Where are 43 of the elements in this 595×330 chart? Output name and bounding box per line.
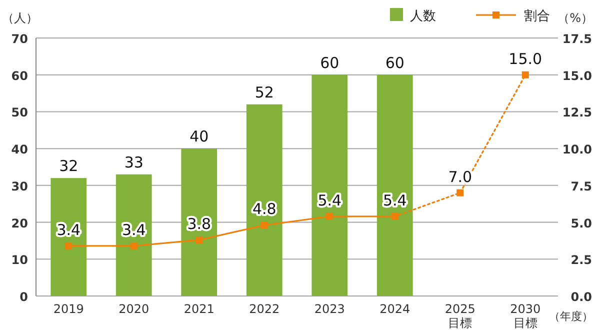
- data-label: 40: [190, 128, 209, 146]
- data-label: 5.4: [318, 191, 342, 210]
- y2-tick-label: 0.0: [570, 290, 592, 304]
- y2-tick-label: 10.0: [562, 142, 592, 157]
- legend-label: 人数: [410, 9, 436, 24]
- data-label: 60: [385, 54, 404, 72]
- data-label: 5.4: [382, 191, 407, 210]
- data-label: 32: [59, 157, 78, 176]
- data-label: 3.8: [187, 214, 212, 233]
- y2-tick-label: 7.5: [570, 179, 592, 194]
- x-tick-label: 2021: [184, 302, 214, 316]
- y-tick-label: 30: [11, 179, 28, 194]
- y-tick-label: 40: [11, 142, 28, 157]
- legend-label: 割合: [524, 9, 550, 24]
- data-label: 15.0: [508, 50, 542, 68]
- y-tick-label: 70: [11, 32, 28, 46]
- y-axis-title: （人）: [2, 11, 38, 25]
- x-tick-label: 2023: [314, 302, 345, 316]
- data-label: 60: [320, 54, 340, 72]
- y2-tick-label: 12.5: [562, 106, 592, 120]
- data-label: 3.4: [122, 220, 146, 239]
- x-tick-label: 2019: [53, 302, 84, 316]
- y2-axis-title: （%）: [558, 11, 593, 25]
- x-axis-title: （年度）: [549, 310, 593, 323]
- y-tick-label: 20: [11, 216, 28, 230]
- y2-tick-label: 2.5: [570, 253, 592, 268]
- x-tick-label: 2030 目標: [510, 302, 541, 330]
- y-tick-label: 50: [11, 106, 28, 120]
- data-label: 4.8: [252, 200, 276, 218]
- y2-tick-label: 17.5: [562, 32, 592, 46]
- y2-tick-label: 15.0: [562, 68, 592, 83]
- x-tick-label: 2022: [249, 302, 280, 316]
- y-tick-label: 60: [11, 68, 28, 83]
- y-tick-label: 10: [11, 253, 28, 268]
- data-label: 3.4: [56, 220, 81, 239]
- x-tick-label: 2020: [118, 302, 150, 316]
- data-label: 33: [124, 153, 144, 172]
- y2-tick-label: 5.0: [570, 216, 592, 230]
- x-tick-label: 2025 目標: [444, 302, 476, 330]
- y-tick-label: 0: [20, 290, 28, 304]
- data-label: 7.0: [448, 168, 472, 186]
- data-label: 52: [254, 83, 274, 102]
- x-tick-label: 2024: [380, 302, 410, 316]
